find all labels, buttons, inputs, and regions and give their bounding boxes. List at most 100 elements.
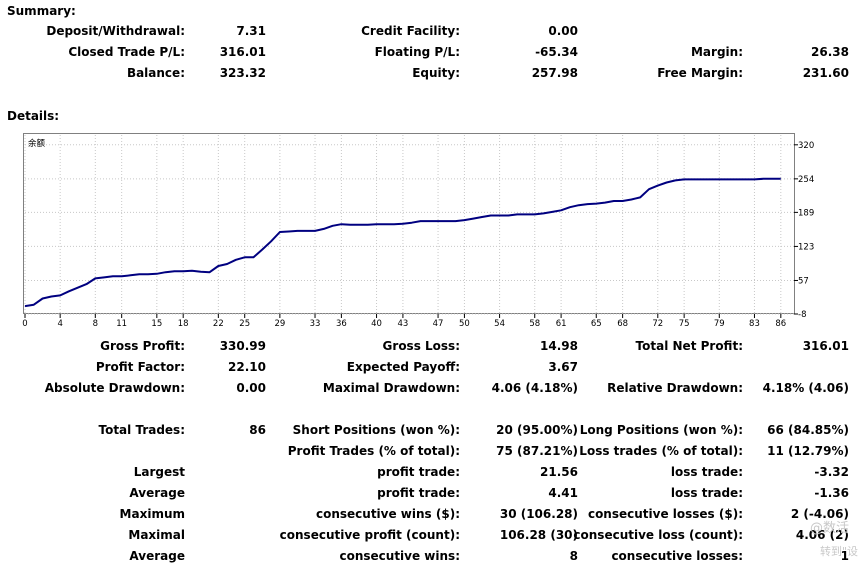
details-value: 20 (95.00%): [496, 423, 578, 437]
chart-x-tick-label: 75: [679, 319, 690, 329]
details-label: Total Trades:: [98, 423, 185, 437]
details-label: Absolute Drawdown:: [44, 381, 185, 395]
chart-x-tick-label: 22: [213, 319, 224, 329]
chart-title: 余额: [28, 138, 46, 149]
details-value: 21.56: [540, 465, 578, 479]
chart-y-tick-label: 320: [798, 141, 814, 151]
details-value: 0.00: [236, 381, 266, 395]
details-label: Long Positions (won %):: [579, 423, 743, 437]
chart-x-tick-label: 0: [22, 319, 27, 329]
chart-x-tick-label: 83: [749, 319, 760, 329]
details-label: loss trade:: [670, 486, 743, 500]
chart-series-line-balance: [24, 177, 781, 308]
chart-x-tick-label: 65: [591, 319, 602, 329]
summary-label: Floating P/L:: [374, 45, 460, 59]
chart-y-tick-label: 57: [798, 276, 809, 286]
summary-value: 323.32: [219, 66, 266, 80]
summary-label: Closed Trade P/L:: [68, 45, 185, 59]
details-label: profit trade:: [377, 486, 460, 500]
summary-label: Deposit/Withdrawal:: [46, 24, 185, 38]
details-value: 4.18% (4.06): [762, 381, 849, 395]
details-heading: Details:: [7, 109, 60, 123]
details-label: Average: [129, 549, 185, 563]
details-value: 316.01: [802, 339, 849, 353]
details-value: 4.06 (2): [795, 528, 849, 542]
details-value: 4.06 (4.18%): [491, 381, 578, 395]
balance-chart-svg: 余额 -8 57 123 189 254 320 0 4 8 11 15 18 22 25 29 33 36 40 4…: [22, 135, 814, 329]
details-label: consecutive wins:: [339, 549, 460, 563]
details-value: -3.32: [814, 465, 849, 479]
details-value: 8: [569, 549, 578, 563]
chart-x-tick-label: 40: [371, 319, 382, 329]
details-value: 2 (-4.06): [790, 507, 849, 521]
details-label: Total Net Profit:: [635, 339, 743, 353]
chart-x-tick-label: 4: [57, 319, 62, 329]
chart-x-tick-label: 43: [397, 319, 408, 329]
summary-value: 316.01: [219, 45, 266, 59]
details-value: 3.67: [548, 360, 578, 374]
chart-y-tick-label: 189: [798, 208, 814, 218]
details-value: 86: [249, 423, 266, 437]
chart-x-tick-label: 36: [336, 319, 347, 329]
chart-x-tick-label: 50: [459, 319, 470, 329]
summary-heading: Summary:: [7, 4, 76, 18]
chart-x-tick-label: 68: [617, 319, 628, 329]
chart-x-tick-label: 15: [151, 319, 162, 329]
chart-x-tick-label: 79: [714, 319, 725, 329]
chart-x-tick-label: 47: [433, 319, 444, 329]
chart-x-tick-label: 8: [93, 319, 98, 329]
chart-x-tick-label: 11: [116, 319, 127, 329]
summary-label: Credit Facility:: [361, 24, 460, 38]
details-label: Expected Payoff:: [346, 360, 460, 374]
chart-x-tick-label: 54: [494, 319, 505, 329]
details-label: Relative Drawdown:: [607, 381, 743, 395]
balance-chart: 余额 -8 57 123 189 254 320 0 4 8 11 15 18 22 25 29 33 36 40 4…: [22, 133, 814, 329]
details-label: consecutive loss (count):: [573, 528, 743, 542]
summary-label: Free Margin:: [657, 66, 743, 80]
details-value: 1: [840, 549, 849, 563]
watermark-subtext: 转到"设: [820, 545, 859, 558]
chart-x-tick-label: 86: [775, 319, 786, 329]
details-label: Largest: [133, 465, 185, 479]
summary-label: Margin:: [690, 45, 743, 59]
chart-x-tick-label: 18: [178, 319, 189, 329]
details-label: consecutive profit (count):: [279, 528, 460, 542]
details-value: 330.99: [219, 339, 266, 353]
chart-x-tick-label: 58: [529, 319, 540, 329]
details-label: Profit Trades (% of total):: [287, 444, 460, 458]
chart-y-tick-label: 123: [798, 242, 814, 252]
chart-x-tick-label: 29: [274, 319, 285, 329]
details-label: consecutive losses:: [611, 549, 743, 563]
details-value: 22.10: [228, 360, 266, 374]
chart-x-tick-label: 33: [310, 319, 321, 329]
details-value: -1.36: [814, 486, 849, 500]
details-value: 14.98: [540, 339, 578, 353]
watermark-text: @数活: [810, 521, 850, 536]
details-label: Profit Factor:: [95, 360, 185, 374]
chart-x-tick-label: 72: [652, 319, 663, 329]
details-value: 30 (106.28): [499, 507, 578, 521]
details-label: Loss trades (% of total):: [579, 444, 743, 458]
details-label: Maximal Drawdown:: [322, 381, 460, 395]
details-label: Short Positions (won %):: [292, 423, 460, 437]
chart-x-tick-label: 25: [239, 319, 250, 329]
details-label: consecutive wins ($):: [315, 507, 460, 521]
details-label: Maximal: [128, 528, 185, 542]
chart-y-tick-label: -8: [798, 310, 806, 320]
summary-value: 26.38: [811, 45, 849, 59]
summary-value: 231.60: [802, 66, 849, 80]
chart-x-tick-label: 61: [556, 319, 567, 329]
details-value: 4.41: [548, 486, 578, 500]
details-label: loss trade:: [670, 465, 743, 479]
summary-value: 257.98: [531, 66, 578, 80]
chart-y-tick-label: 254: [798, 175, 814, 185]
details-label: Average: [129, 486, 185, 500]
summary-value: 0.00: [548, 24, 578, 38]
details-label: profit trade:: [377, 465, 460, 479]
details-value: 66 (84.85%): [767, 423, 849, 437]
summary-label: Equity:: [412, 66, 460, 80]
details-label: Maximum: [119, 507, 185, 521]
summary-value: 7.31: [236, 24, 266, 38]
summary-label: Balance:: [126, 66, 185, 80]
details-value: 106.28 (30): [499, 528, 578, 542]
